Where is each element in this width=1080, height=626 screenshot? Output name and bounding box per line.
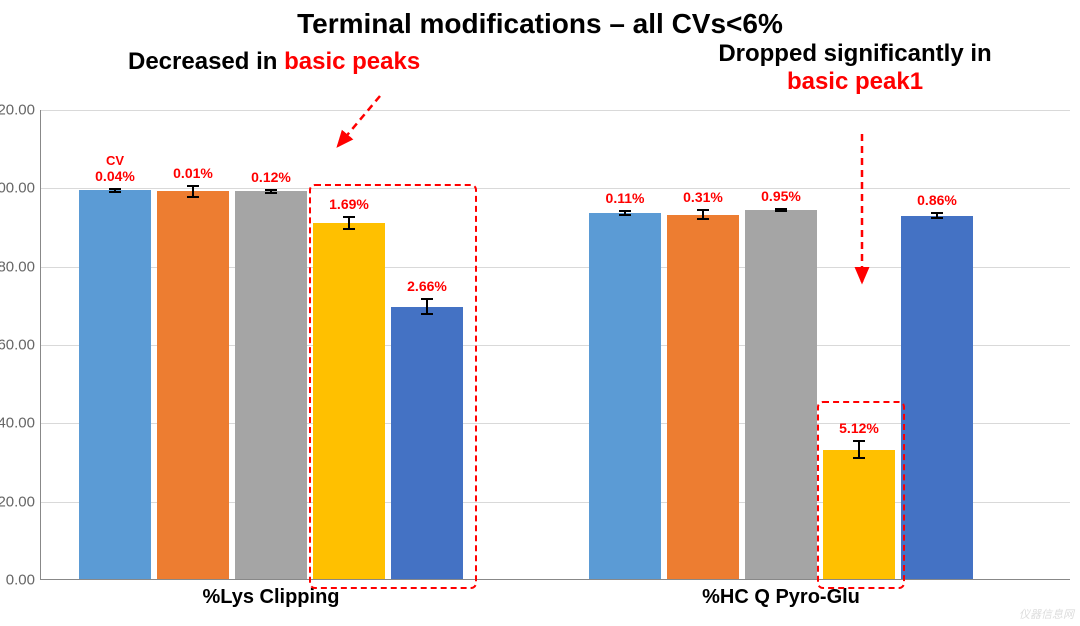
callout-arrow [0, 0, 1080, 626]
